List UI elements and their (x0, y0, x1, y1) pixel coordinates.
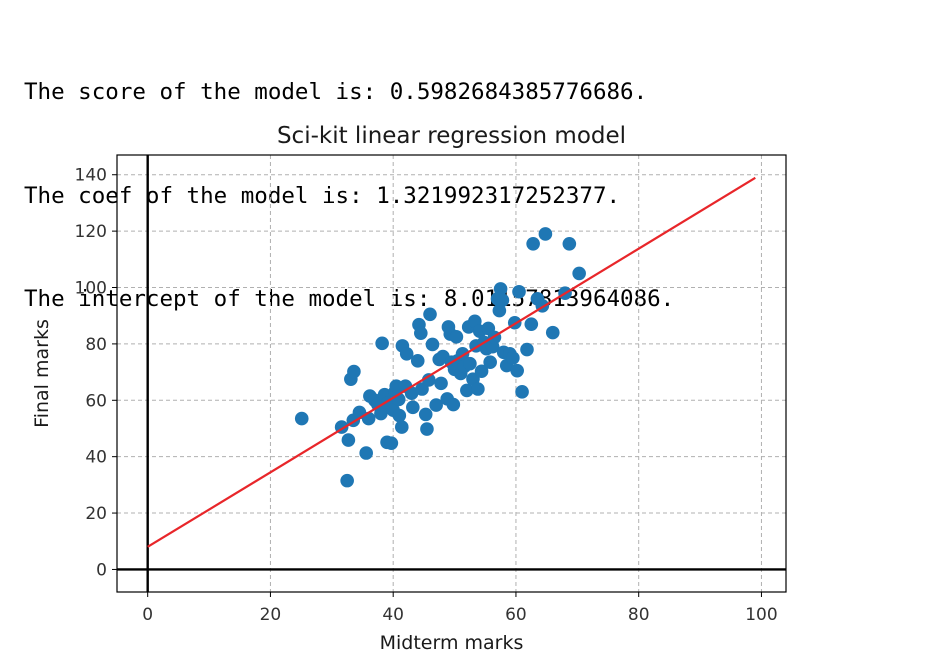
scatter-point (493, 282, 508, 296)
scatter-point (524, 317, 539, 331)
scatter-point (495, 293, 510, 307)
x-tick-label: 60 (505, 605, 527, 625)
scatter-point (483, 355, 497, 370)
regression-line (147, 176, 756, 548)
scatter-point (449, 330, 464, 344)
x-axis-label: Midterm marks (380, 632, 524, 654)
scatter-point (359, 446, 373, 460)
coef-output-line: The coef of the model is: 1.321992317252… (24, 182, 621, 209)
scatter-point (384, 436, 399, 450)
y-axis-label: Final marks (31, 319, 53, 428)
scatter-point (420, 422, 434, 436)
x-tick-label: 80 (628, 605, 650, 625)
scatter-points (294, 227, 586, 488)
regression-line-group (147, 176, 756, 548)
scatter-point (347, 364, 361, 379)
scatter-point (429, 398, 443, 412)
scatter-point (520, 342, 534, 357)
scatter-point (446, 397, 461, 412)
scatter-point (512, 284, 526, 299)
x-tick-label: 20 (260, 605, 282, 625)
axis-ticks: 0 20 40 60 80 100 0 20 40 60 80 100 120 140 (75, 166, 778, 625)
scatter-point (526, 237, 540, 251)
scatter-point (425, 337, 440, 352)
y-tick-label: 80 (85, 335, 107, 355)
cell-output: The score of the model is: 0.59826843857… (24, 6, 674, 351)
scatter-point (294, 411, 309, 426)
score-output-line: The score of the model is: 0.59826843857… (24, 79, 648, 105)
scatter-point (562, 237, 577, 251)
chart-title: Sci-kit linear regression model (277, 123, 626, 149)
plot-frame (116, 154, 787, 593)
scatter-point (515, 385, 529, 399)
scatter-point (375, 336, 389, 351)
scatter-point (399, 346, 414, 361)
scatter-point (492, 303, 507, 318)
scatter-point (572, 266, 586, 281)
scatter-point (434, 376, 448, 391)
x-tick-label: 40 (382, 605, 404, 625)
scatter-point (510, 363, 524, 378)
x-tick-label: 100 (745, 605, 777, 625)
scatter-point (341, 433, 356, 447)
y-tick-label: 0 (96, 560, 107, 580)
scatter-point (410, 354, 425, 368)
scatter-point (421, 373, 436, 387)
scatter-point (340, 473, 354, 488)
scatter-point (423, 307, 437, 322)
scatter-point (471, 382, 485, 396)
scatter-point (418, 407, 433, 422)
scatter-point (474, 364, 489, 379)
scatter-point (414, 326, 428, 340)
scatter-point (392, 408, 407, 423)
y-tick-label: 120 (75, 222, 107, 242)
scatter-point (406, 400, 420, 415)
scatter-point (463, 356, 477, 371)
y-tick-label: 60 (85, 391, 107, 411)
y-tick-label: 40 (85, 448, 107, 468)
scatter-point (394, 420, 409, 434)
x-tick-label: 0 (142, 605, 153, 625)
scatter-point (506, 351, 520, 365)
scatter-point (545, 325, 560, 340)
y-tick-label: 140 (75, 166, 107, 186)
y-tick-label: 100 (75, 279, 107, 299)
scatter-point (538, 227, 553, 241)
scatter-point (374, 406, 388, 421)
scatter-point (460, 383, 474, 398)
zero-axes (117, 155, 786, 592)
y-tick-label: 20 (85, 504, 107, 524)
